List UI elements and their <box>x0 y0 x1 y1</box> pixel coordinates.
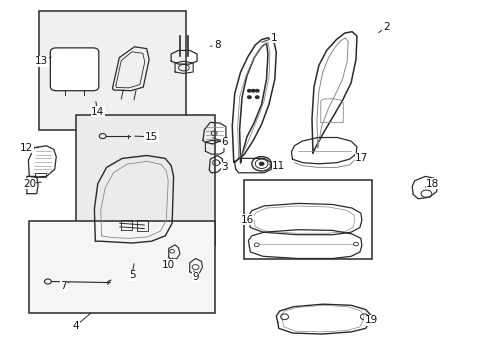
Text: 4: 4 <box>72 321 79 331</box>
Text: 18: 18 <box>425 179 439 189</box>
Text: 3: 3 <box>221 162 228 172</box>
Circle shape <box>247 89 251 92</box>
Text: 15: 15 <box>144 132 158 142</box>
Bar <box>244 180 371 259</box>
Text: 10: 10 <box>162 260 175 270</box>
FancyBboxPatch shape <box>50 48 99 91</box>
Text: 6: 6 <box>221 137 228 147</box>
Text: 1: 1 <box>270 33 277 43</box>
Circle shape <box>251 89 255 92</box>
Text: 5: 5 <box>128 270 135 280</box>
Text: 17: 17 <box>354 153 368 163</box>
Circle shape <box>247 96 251 99</box>
Text: 13: 13 <box>35 56 48 66</box>
Bar <box>76 115 215 245</box>
Text: 9: 9 <box>192 272 199 282</box>
Circle shape <box>255 96 259 99</box>
Circle shape <box>255 89 259 92</box>
Text: 12: 12 <box>20 143 34 153</box>
Text: 14: 14 <box>91 107 104 117</box>
Text: 19: 19 <box>364 315 378 325</box>
Text: 16: 16 <box>240 215 253 225</box>
Text: 7: 7 <box>60 281 67 291</box>
Ellipse shape <box>259 162 264 166</box>
Text: 20: 20 <box>23 179 36 189</box>
Text: 2: 2 <box>382 22 389 32</box>
Bar <box>39 11 185 130</box>
Text: 11: 11 <box>271 161 285 171</box>
Bar <box>29 221 215 313</box>
Text: 8: 8 <box>214 40 221 50</box>
